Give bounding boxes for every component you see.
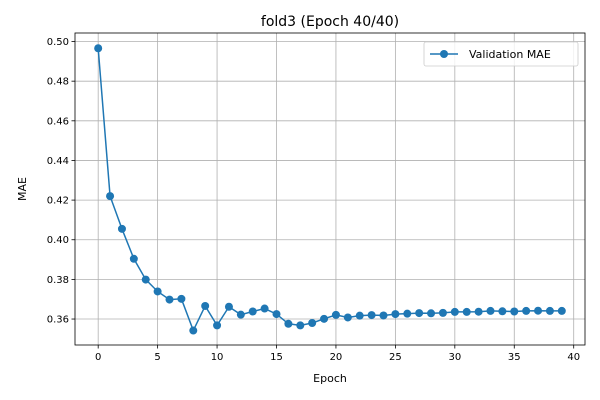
x-tick-label: 15: [270, 352, 283, 363]
data-point: [296, 321, 305, 330]
data-point: [320, 314, 329, 323]
y-tick-label: 0.44: [47, 156, 69, 167]
data-point: [367, 311, 376, 320]
y-tick-label: 0.50: [47, 37, 69, 48]
data-point: [224, 302, 233, 311]
data-point: [498, 307, 507, 316]
data-point: [545, 306, 554, 315]
data-point: [106, 192, 115, 201]
data-point: [260, 304, 269, 313]
data-point: [308, 318, 317, 327]
x-tick-label: 25: [389, 352, 402, 363]
y-tick-label: 0.42: [47, 196, 69, 207]
data-point: [177, 294, 186, 303]
data-point: [331, 310, 340, 319]
y-tick-label: 0.48: [47, 77, 69, 88]
y-tick-label: 0.40: [47, 235, 69, 246]
data-point: [272, 310, 281, 319]
ticks: 0 5 10 15 20 25 30 35 40 0.36 0.38 0.40 0.42 0.44 0.46…: [47, 37, 580, 363]
series-layer: [94, 44, 566, 335]
x-tick-label: 10: [211, 352, 224, 363]
data-point: [510, 307, 519, 316]
data-point: [474, 307, 483, 316]
data-point: [117, 224, 126, 233]
legend-box: [423, 41, 579, 67]
data-point: [486, 306, 495, 315]
legend: Validation MAE: [423, 41, 579, 67]
data-point: [450, 307, 459, 316]
data-point: [129, 254, 138, 263]
data-point: [94, 44, 103, 53]
data-point: [189, 326, 198, 335]
data-point: [355, 311, 364, 320]
data-point: [427, 309, 436, 318]
plot-frame: [74, 32, 586, 346]
y-tick-label: 0.38: [47, 275, 69, 286]
data-point: [391, 310, 400, 319]
x-tick-label: 0: [95, 352, 101, 363]
data-point: [379, 311, 388, 320]
data-point: [248, 307, 257, 316]
x-tick-label: 30: [448, 352, 461, 363]
grid: [75, 33, 585, 345]
legend-marker: [440, 50, 448, 58]
data-point: [141, 275, 150, 284]
data-point: [201, 301, 210, 310]
data-point: [165, 295, 174, 304]
x-tick-label: 5: [154, 352, 160, 363]
data-point: [438, 308, 447, 317]
data-point: [534, 306, 543, 315]
legend-label: Validation MAE: [469, 48, 551, 61]
x-tick-label: 35: [508, 352, 521, 363]
data-point: [153, 287, 162, 296]
series-line: [97, 48, 562, 333]
x-tick-label: 40: [567, 352, 580, 363]
data-point: [462, 307, 471, 316]
y-axis-label: MAE: [16, 177, 29, 201]
data-point: [236, 310, 245, 319]
data-point: [284, 319, 293, 328]
data-point: [213, 321, 222, 330]
data-point: [403, 309, 412, 318]
y-tick-label: 0.36: [47, 315, 69, 326]
data-point: [343, 313, 352, 322]
data-point: [557, 306, 566, 315]
x-tick-label: 20: [330, 352, 343, 363]
y-tick-label: 0.46: [47, 116, 69, 127]
data-point: [522, 306, 531, 315]
data-point: [415, 309, 424, 318]
chart-title: fold3 (Epoch 40/40): [261, 14, 399, 30]
x-axis-label: Epoch: [313, 372, 347, 385]
